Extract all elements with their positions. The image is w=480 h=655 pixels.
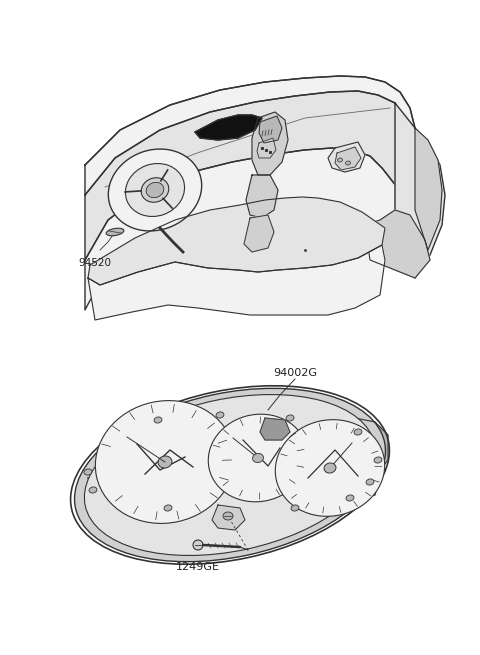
Ellipse shape [346,495,354,501]
Polygon shape [365,210,430,278]
Polygon shape [244,215,274,252]
Polygon shape [252,112,288,175]
Ellipse shape [96,401,235,523]
Ellipse shape [158,456,172,468]
Polygon shape [85,148,415,310]
Ellipse shape [286,415,294,421]
Ellipse shape [208,414,308,502]
Ellipse shape [193,540,203,550]
Ellipse shape [106,228,124,236]
Polygon shape [395,103,445,278]
Polygon shape [335,147,361,170]
Text: 94002G: 94002G [273,368,317,378]
Ellipse shape [346,161,350,165]
Ellipse shape [216,412,224,418]
Polygon shape [328,142,365,172]
Polygon shape [415,128,442,250]
Ellipse shape [164,505,172,511]
Ellipse shape [324,463,336,473]
Ellipse shape [146,182,164,198]
Polygon shape [88,245,385,320]
Polygon shape [85,91,415,260]
Ellipse shape [154,417,162,423]
Polygon shape [88,475,380,512]
Ellipse shape [84,394,376,555]
Polygon shape [257,138,276,158]
Polygon shape [195,115,262,140]
Ellipse shape [291,505,299,511]
Ellipse shape [74,388,385,562]
Polygon shape [260,418,290,440]
Ellipse shape [374,457,382,463]
Ellipse shape [337,158,342,162]
Ellipse shape [354,429,362,435]
Polygon shape [85,76,415,195]
Text: 1249GE: 1249GE [176,562,220,572]
Polygon shape [88,197,385,285]
Ellipse shape [276,420,384,516]
Ellipse shape [252,453,264,462]
Ellipse shape [84,469,92,475]
Polygon shape [259,116,282,143]
Polygon shape [246,175,278,218]
Ellipse shape [226,507,234,513]
Ellipse shape [223,512,233,520]
Ellipse shape [108,149,202,231]
Ellipse shape [366,479,374,485]
Ellipse shape [125,164,184,217]
Ellipse shape [89,487,97,493]
Ellipse shape [141,178,169,202]
Polygon shape [212,505,245,530]
Polygon shape [355,418,388,480]
Text: 94520: 94520 [79,258,111,268]
